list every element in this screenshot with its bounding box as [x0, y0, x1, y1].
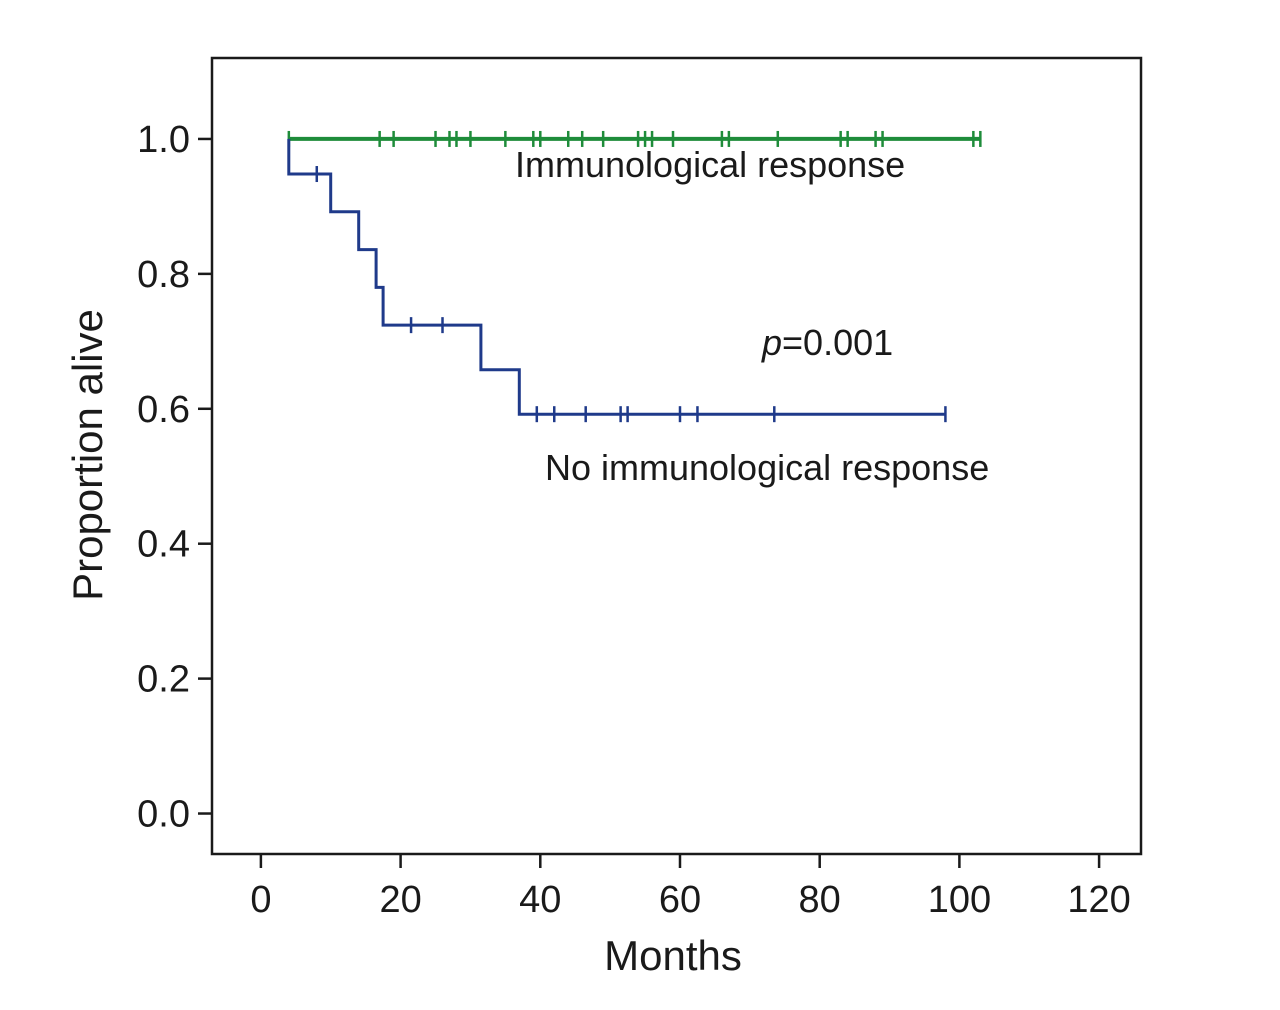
x-axis-title: Months	[604, 932, 742, 979]
y-tick-label: 0.8	[137, 254, 190, 296]
series-layer	[287, 130, 982, 423]
y-axis: 0.0 0.2 0.4 0.6 0.8 1.0	[137, 119, 212, 836]
y-axis-title: Proportion alive	[64, 309, 111, 601]
label-no-immunological-response: No immunological response	[545, 447, 989, 488]
x-tick-label: 20	[379, 879, 421, 921]
y-tick-label: 0.2	[137, 659, 190, 701]
p-value-symbol: p	[761, 322, 782, 363]
p-value: p=0.001	[761, 322, 893, 363]
label-immunological-response: Immunological response	[515, 144, 905, 185]
y-tick-label: 0.4	[137, 524, 190, 566]
x-tick-label: 60	[659, 879, 701, 921]
x-tick-label: 120	[1067, 879, 1130, 921]
y-tick-label: 0.0	[137, 794, 190, 836]
y-tick-label: 0.6	[137, 389, 190, 431]
x-tick-label: 100	[928, 879, 991, 921]
p-value-number: =0.001	[782, 322, 893, 363]
x-tick-label: 80	[799, 879, 841, 921]
plot-frame	[210, 56, 1143, 856]
x-tick-label: 40	[519, 879, 561, 921]
x-axis: 0 20 40 60 80 100 120	[250, 854, 1131, 921]
y-tick-label: 1.0	[137, 119, 190, 161]
x-tick-label: 0	[250, 879, 271, 921]
series-line-no-immunological-response	[287, 138, 946, 416]
